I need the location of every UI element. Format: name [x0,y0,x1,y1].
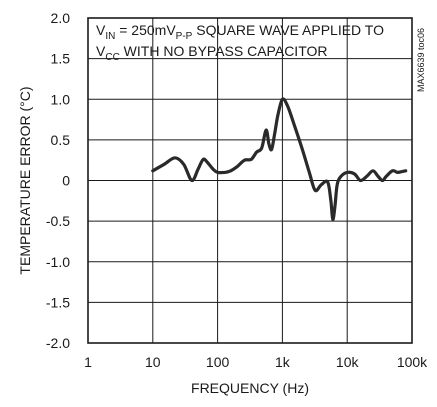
y-tick-label: 2.0 [51,10,71,26]
y-tick-label: 1.5 [51,51,71,67]
annotation-line-2: VCC WITH NO BYPASS CAPACITOR [96,43,328,63]
x-tick-label: 1 [84,354,92,370]
y-tick-label: 1.0 [51,91,71,107]
y-tick-label: -0.5 [46,213,70,229]
x-tick-label: 1k [275,354,291,370]
figure-id: MAX6639 toc06 [416,28,426,92]
x-tick-label: 10k [336,354,360,370]
tick-labels: 1 10 100 1k 10k 100k 2.0 1.5 1.0 0.5 0 -0.5 -1.0 -1.5… [46,10,428,370]
x-tick-label: 100k [397,354,428,370]
y-tick-label: -1.5 [46,294,70,310]
x-tick-label: 100 [206,354,230,370]
annotation-line-1: VIN = 250mVP-P SQUARE WAVE APPLIED TO [96,22,384,42]
y-tick-label: 0.5 [51,132,71,148]
grid [88,18,412,343]
plot-frame [87,17,413,344]
series-line-temperature-error [151,97,408,222]
y-tick-label: -2.0 [46,335,70,351]
y-tick-label: 0 [62,173,70,189]
y-axis-label: TEMPERATURE ERROR (°C) [17,86,33,274]
x-tick-label: 10 [145,354,161,370]
y-tick-label: -1.0 [46,254,70,270]
x-axis-label: FREQUENCY (Hz) [191,380,309,396]
